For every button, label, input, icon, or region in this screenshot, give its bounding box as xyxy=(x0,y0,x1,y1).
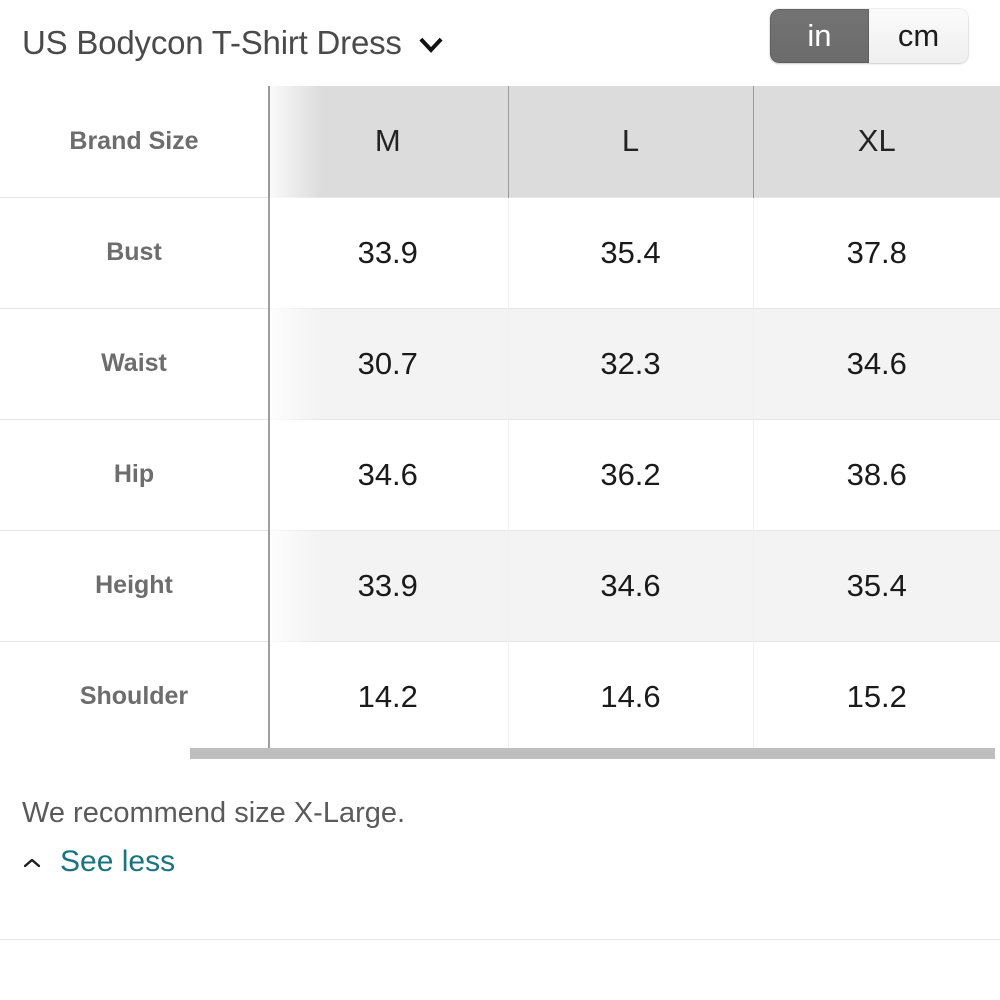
size-table-scroll-container[interactable]: Brand Size M L XL Bust 33.9 35.4 37.8 Wa… xyxy=(0,86,1000,760)
size-table-body: Bust 33.9 35.4 37.8 Waist 30.7 32.3 34.6… xyxy=(0,196,1000,752)
chevron-down-icon[interactable] xyxy=(416,30,446,60)
table-row: Waist 30.7 32.3 34.6 xyxy=(0,307,1000,419)
section-divider xyxy=(0,939,1000,940)
row-label-hip: Hip xyxy=(0,418,268,530)
cell-shoulder-m: 14.2 xyxy=(268,640,509,752)
cell-waist-m: 30.7 xyxy=(268,307,509,419)
size-recommendation-text: We recommend size X-Large. xyxy=(22,797,406,829)
scrollbar-thumb[interactable] xyxy=(190,748,995,759)
cell-hip-m: 34.6 xyxy=(268,418,509,530)
size-table-header: Brand Size M L XL xyxy=(0,86,1000,197)
cell-height-xl: 35.4 xyxy=(753,529,1000,641)
page-title: US Bodycon T-Shirt Dress xyxy=(22,24,402,61)
see-less-button[interactable]: See less xyxy=(20,845,175,879)
cell-shoulder-xl: 15.2 xyxy=(753,640,1000,752)
cell-hip-xl: 38.6 xyxy=(753,418,1000,530)
table-row: Bust 33.9 35.4 37.8 xyxy=(0,196,1000,308)
unit-option-cm[interactable]: cm xyxy=(869,9,968,63)
column-header-xl: XL xyxy=(753,86,1000,197)
cell-bust-l: 35.4 xyxy=(508,196,754,308)
cell-waist-l: 32.3 xyxy=(508,307,754,419)
table-row: Height 33.9 34.6 35.4 xyxy=(0,529,1000,641)
column-header-l: L xyxy=(508,86,754,197)
unit-toggle[interactable]: in cm xyxy=(770,9,968,63)
see-less-label: See less xyxy=(60,845,176,878)
product-title-selector[interactable]: US Bodycon T-Shirt Dress xyxy=(22,24,446,62)
cell-shoulder-l: 14.6 xyxy=(508,640,754,752)
chevron-up-icon[interactable] xyxy=(20,851,44,875)
row-label-height: Height xyxy=(0,529,268,641)
row-label-waist: Waist xyxy=(0,307,268,419)
cell-height-m: 33.9 xyxy=(268,529,509,641)
cell-bust-m: 33.9 xyxy=(268,196,509,308)
table-row: Shoulder 14.2 14.6 15.2 xyxy=(0,640,1000,752)
size-chart-header: US Bodycon T-Shirt Dress in cm xyxy=(0,0,1000,86)
cell-waist-xl: 34.6 xyxy=(753,307,1000,419)
cell-height-l: 34.6 xyxy=(508,529,754,641)
horizontal-scrollbar[interactable] xyxy=(0,748,1000,762)
row-label-shoulder: Shoulder xyxy=(0,640,268,752)
cell-bust-xl: 37.8 xyxy=(753,196,1000,308)
cell-hip-l: 36.2 xyxy=(508,418,754,530)
table-header-row: Brand Size M L XL xyxy=(0,86,1000,197)
column-header-brand-size: Brand Size xyxy=(0,86,268,197)
unit-option-in[interactable]: in xyxy=(770,9,869,63)
table-row: Hip 34.6 36.2 38.6 xyxy=(0,418,1000,530)
size-table: Brand Size M L XL Bust 33.9 35.4 37.8 Wa… xyxy=(0,86,1000,752)
column-header-m: M xyxy=(268,86,509,197)
row-label-bust: Bust xyxy=(0,196,268,308)
